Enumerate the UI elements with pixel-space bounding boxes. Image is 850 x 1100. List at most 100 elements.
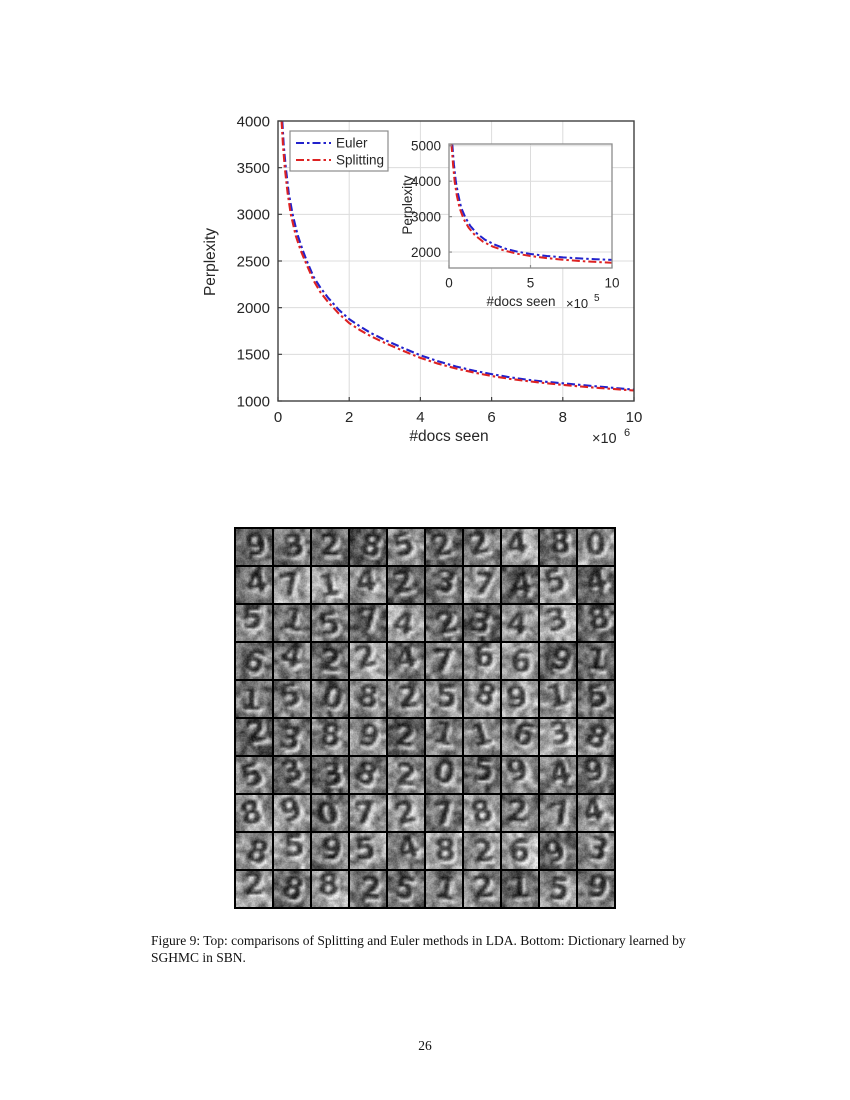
dictionary-tile (464, 719, 500, 755)
dictionary-tile (464, 681, 500, 717)
dictionary-tile (540, 795, 576, 831)
main-ytick-label: 2000 (237, 300, 270, 317)
dictionary-tile (464, 795, 500, 831)
main-x-scale: ×10 (592, 431, 617, 447)
dictionary-tile (388, 681, 424, 717)
dictionary-tile (540, 605, 576, 641)
main-line-splitting (280, 121, 634, 392)
main-ytick-label: 3500 (237, 160, 270, 177)
main-xtick-label: 0 (274, 409, 282, 426)
dictionary-tile (578, 719, 614, 755)
dictionary-tile (502, 719, 538, 755)
dictionary-tile (464, 757, 500, 793)
dictionary-tile (274, 757, 310, 793)
inset-xlabel: #docs seen (486, 294, 555, 309)
main-xtick-label: 4 (416, 409, 424, 426)
main-ylabel: Perplexity (202, 228, 219, 296)
figure-caption-line1: Figure 9: Top: comparisons of Splitting … (151, 933, 686, 948)
dictionary-tile (388, 719, 424, 755)
dictionary-tile (578, 529, 614, 565)
dictionary-tile (312, 529, 348, 565)
legend-label-splitting: Splitting (336, 153, 384, 168)
dictionary-tile (464, 605, 500, 641)
dictionary-tile (274, 871, 310, 907)
dictionary-tile (502, 643, 538, 679)
main-ytick-label: 1500 (237, 347, 270, 364)
dictionary-tile (388, 643, 424, 679)
dictionary-tile (236, 605, 272, 641)
dictionary-tile (578, 757, 614, 793)
dictionary-tile (388, 833, 424, 869)
dictionary-tile (578, 567, 614, 603)
dictionary-tile (426, 871, 462, 907)
dictionary-tile (350, 643, 386, 679)
dictionary-tile (540, 757, 576, 793)
figure-caption: Figure 9: Top: comparisons of Splitting … (151, 933, 711, 966)
main-ytick-label: 2500 (237, 253, 270, 270)
dictionary-tile (426, 605, 462, 641)
main-xtick-label: 8 (559, 409, 567, 426)
dictionary-tile (540, 871, 576, 907)
dictionary-tile (388, 757, 424, 793)
dictionary-tile (540, 567, 576, 603)
dictionary-tile (312, 681, 348, 717)
dictionary-tile (312, 795, 348, 831)
main-series-group (280, 121, 634, 392)
inset-ylabel: Perplexity (400, 175, 415, 235)
dictionary-tile (274, 681, 310, 717)
main-ytick-label: 3000 (237, 207, 270, 224)
dictionary-tile (350, 833, 386, 869)
dictionary-tile (502, 871, 538, 907)
dictionary-tile (236, 567, 272, 603)
dictionary-tile (312, 757, 348, 793)
dictionary-tile (540, 719, 576, 755)
dictionary-tile (236, 643, 272, 679)
dictionary-tile (540, 681, 576, 717)
dictionary-tile (540, 833, 576, 869)
dictionary-tile (426, 529, 462, 565)
main-ytick-label: 1000 (237, 393, 270, 410)
dictionary-tile (464, 529, 500, 565)
dictionary-tile (350, 719, 386, 755)
dictionary-tile (502, 681, 538, 717)
dictionary-tile (578, 833, 614, 869)
main-x-scale-exp: 6 (624, 427, 630, 439)
main-xtick-label: 6 (487, 409, 495, 426)
dictionary-tile (502, 795, 538, 831)
dictionary-tile (502, 567, 538, 603)
dictionary-tile (388, 871, 424, 907)
inset-ytick-label: 4000 (411, 174, 441, 189)
dictionary-tile (502, 833, 538, 869)
dictionary-tile (312, 605, 348, 641)
dictionary-tile (578, 643, 614, 679)
dictionary-tile (312, 567, 348, 603)
main-xtick-label: 10 (626, 409, 643, 426)
dictionary-tile (426, 833, 462, 869)
dictionary-tile (578, 605, 614, 641)
dictionary-tile (274, 643, 310, 679)
inset-ytick-label: 3000 (411, 209, 441, 224)
dictionary-tile (236, 833, 272, 869)
dictionary-tile (426, 681, 462, 717)
dictionary-tile (350, 757, 386, 793)
main-xtick-label: 2 (345, 409, 353, 426)
dictionary-tile (388, 567, 424, 603)
main-xlabel: #docs seen (409, 428, 488, 445)
main-ytick-label: 4000 (237, 113, 270, 130)
dictionary-tile (540, 643, 576, 679)
dictionary-tile (274, 567, 310, 603)
dictionary-tile (502, 605, 538, 641)
figure9-top-chart: 0 2 4 6 8 10 1000 1500 2000 2500 3000 3500 4000 0 5 10 2… (0, 0, 850, 470)
page-number: 26 (418, 1038, 432, 1053)
dictionary-tile (236, 719, 272, 755)
dictionary-tile (426, 795, 462, 831)
inset-xtick-label: 10 (604, 276, 619, 291)
legend-box (289, 130, 389, 172)
dictionary-tile (464, 567, 500, 603)
dictionary-tile (578, 681, 614, 717)
dictionary-tile (426, 757, 462, 793)
dictionary-tile (464, 643, 500, 679)
dictionary-tile (350, 567, 386, 603)
dictionary-tile (502, 757, 538, 793)
dictionary-tile (350, 605, 386, 641)
